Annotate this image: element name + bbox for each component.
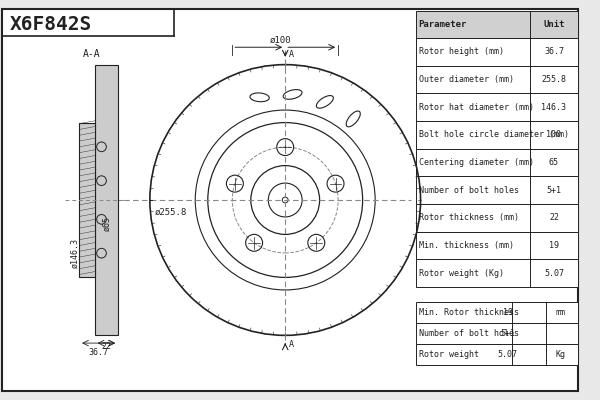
Text: 5+1: 5+1 bbox=[547, 186, 562, 195]
Text: Bolt hole circle diameter (mm): Bolt hole circle diameter (mm) bbox=[419, 130, 569, 140]
Text: Number of bolt holes: Number of bolt holes bbox=[419, 329, 518, 338]
Text: A-A: A-A bbox=[83, 49, 101, 59]
Text: Rotor weight: Rotor weight bbox=[419, 350, 479, 359]
Text: 255.8: 255.8 bbox=[541, 75, 566, 84]
Bar bbox=[416, 323, 578, 344]
Text: 5.07: 5.07 bbox=[497, 350, 518, 359]
Bar bbox=[416, 344, 578, 365]
Text: A: A bbox=[289, 50, 294, 59]
Text: 22: 22 bbox=[549, 213, 559, 222]
Text: ø100: ø100 bbox=[269, 35, 291, 44]
Text: 36.7: 36.7 bbox=[544, 48, 564, 56]
Bar bbox=[416, 259, 578, 287]
Text: Kg: Kg bbox=[556, 350, 566, 359]
Text: 5.07: 5.07 bbox=[544, 269, 564, 278]
Text: Number of bolt holes: Number of bolt holes bbox=[419, 186, 518, 195]
Text: ø146.3: ø146.3 bbox=[70, 238, 79, 268]
Text: mm: mm bbox=[556, 308, 566, 317]
Bar bbox=[416, 38, 578, 66]
Text: 22: 22 bbox=[101, 342, 112, 351]
Text: Centering diameter (mm): Centering diameter (mm) bbox=[419, 158, 533, 167]
Text: 100: 100 bbox=[547, 130, 562, 140]
Text: Min. thickness (mm): Min. thickness (mm) bbox=[419, 241, 514, 250]
Text: 146.3: 146.3 bbox=[541, 103, 566, 112]
Bar bbox=[416, 232, 578, 259]
Text: Rotor hat diameter (mm): Rotor hat diameter (mm) bbox=[419, 103, 533, 112]
Text: ø65: ø65 bbox=[103, 216, 112, 231]
Text: 36.7: 36.7 bbox=[89, 348, 109, 357]
Text: Outer diameter (mm): Outer diameter (mm) bbox=[419, 75, 514, 84]
Text: X6F842S: X6F842S bbox=[10, 14, 92, 34]
Text: 19: 19 bbox=[549, 241, 559, 250]
Bar bbox=[416, 149, 578, 176]
Text: 5+1: 5+1 bbox=[500, 329, 515, 338]
Bar bbox=[416, 121, 578, 149]
Bar bbox=[416, 302, 578, 323]
Bar bbox=[416, 66, 578, 94]
Text: Rotor thickness (mm): Rotor thickness (mm) bbox=[419, 213, 518, 222]
Bar bbox=[416, 94, 578, 121]
Bar bbox=[416, 176, 578, 204]
Text: Min. Rotor thickness: Min. Rotor thickness bbox=[419, 308, 518, 317]
Text: Rotor height (mm): Rotor height (mm) bbox=[419, 48, 503, 56]
Text: ø255.8: ø255.8 bbox=[155, 208, 187, 217]
Text: Unit: Unit bbox=[543, 20, 565, 29]
Bar bbox=[416, 10, 578, 38]
Text: Rotor weight (Kg): Rotor weight (Kg) bbox=[419, 269, 503, 278]
Text: 65: 65 bbox=[549, 158, 559, 167]
Bar bbox=[79, 122, 95, 278]
Bar bbox=[95, 65, 118, 335]
Text: A: A bbox=[289, 340, 294, 349]
Bar bbox=[416, 204, 578, 232]
Text: Parameter: Parameter bbox=[419, 20, 467, 29]
Text: 19: 19 bbox=[503, 308, 512, 317]
